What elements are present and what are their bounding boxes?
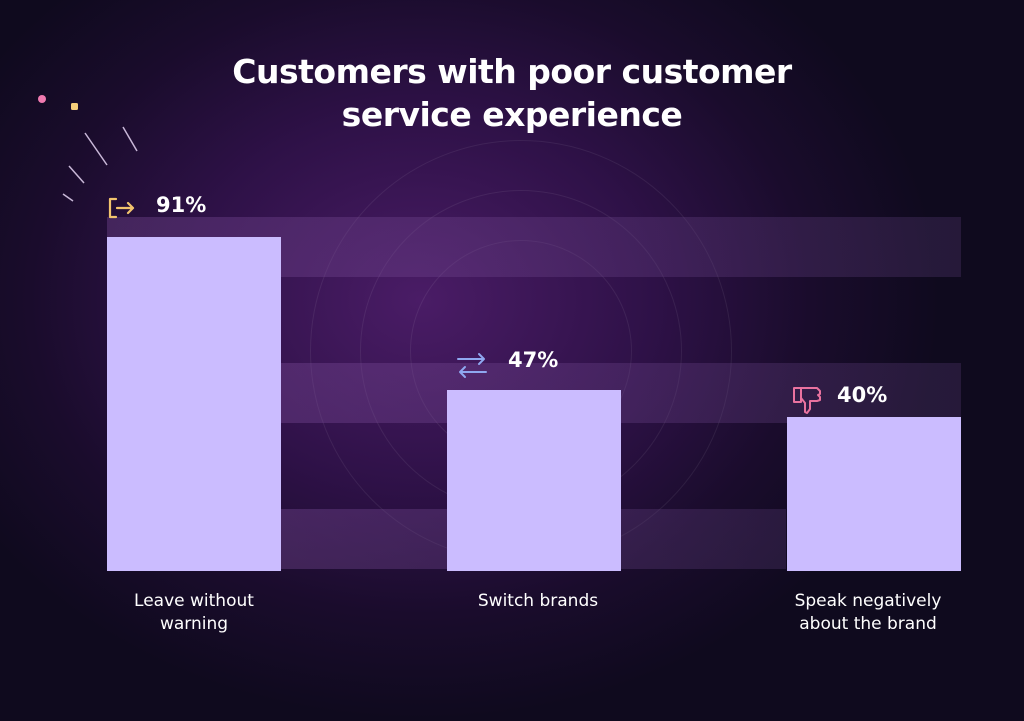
category-label: Leave without warning: [84, 590, 304, 636]
value-label: 47%: [508, 348, 559, 372]
decoration: [0, 0, 160, 224]
swap-arrows-icon: [455, 350, 489, 384]
category-line: warning: [159, 614, 229, 634]
value-label: 91%: [156, 193, 207, 217]
bar-1: [107, 237, 281, 571]
category-line: Speak negatively: [794, 591, 942, 611]
title-line: service experience: [341, 95, 683, 134]
value-label: 40%: [837, 383, 888, 407]
category-label: Speak negatively about the brand: [758, 590, 978, 636]
category-line: about the brand: [799, 614, 937, 634]
category-line: Leave without: [134, 591, 254, 611]
bar-2: [447, 389, 621, 571]
title-line: Customers with poor customer: [232, 52, 792, 91]
chart-title: Customers with poor customer service exp…: [0, 50, 1024, 136]
thumbs-down-icon: [792, 385, 824, 421]
category-label: Switch brands: [428, 590, 648, 613]
category-line: Switch brands: [477, 591, 599, 611]
exit-icon: [107, 196, 137, 224]
bar-3: [787, 416, 961, 571]
